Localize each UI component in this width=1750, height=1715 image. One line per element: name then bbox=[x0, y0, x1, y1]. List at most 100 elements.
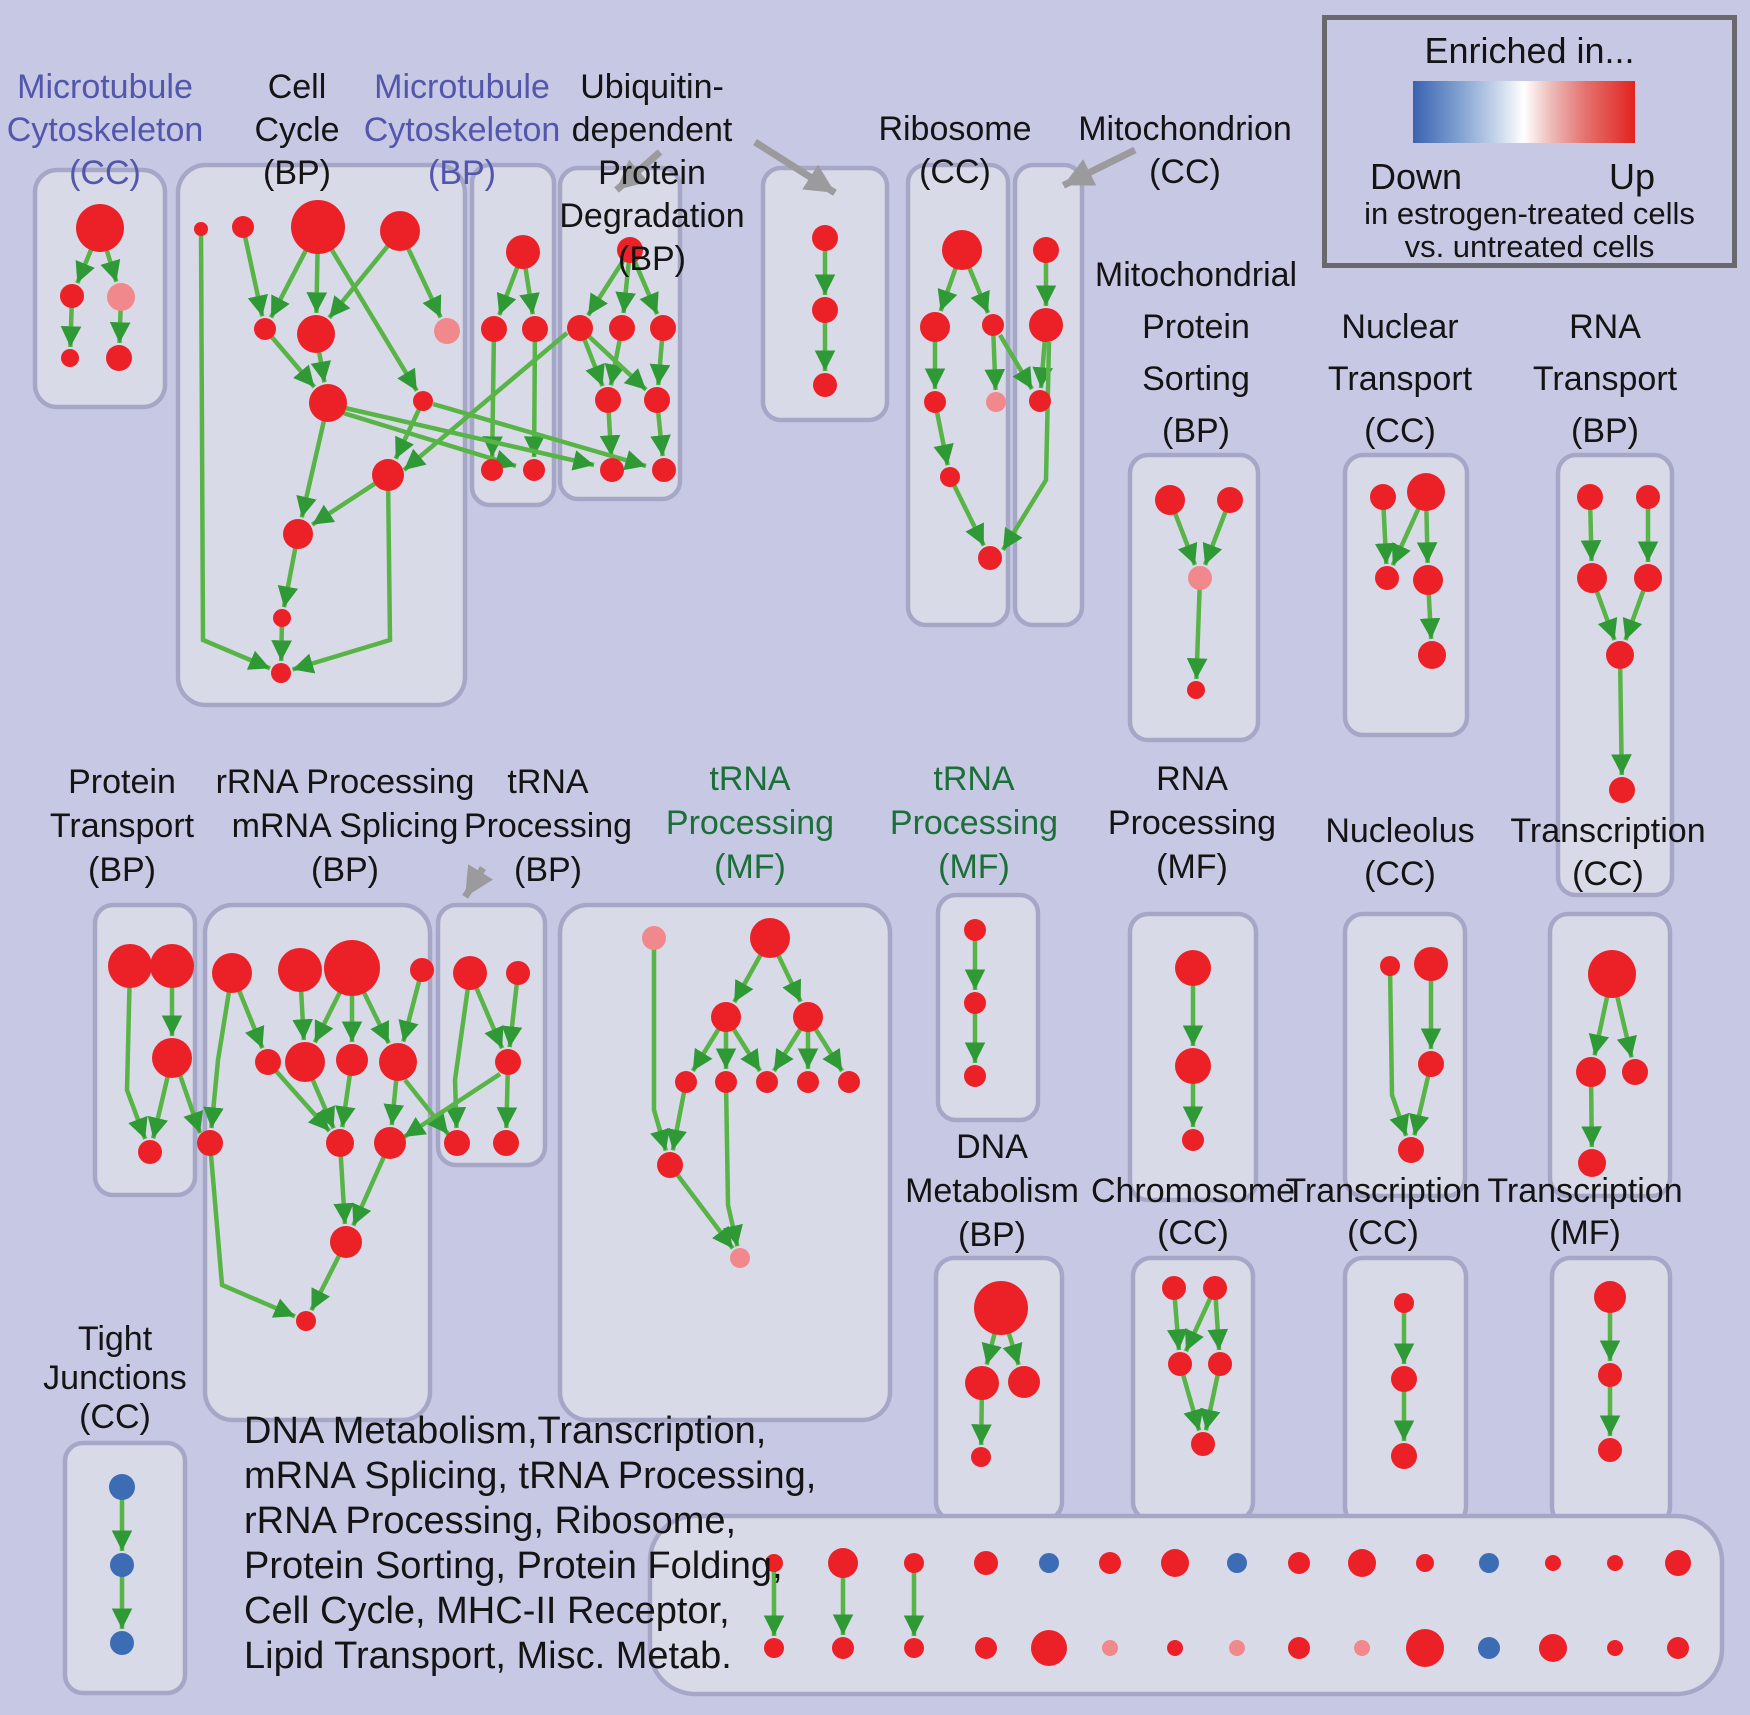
go-term-node bbox=[1208, 1352, 1232, 1376]
cross-cluster-edge-arrow bbox=[402, 1072, 502, 1139]
go-term-node bbox=[756, 1071, 778, 1093]
go-term-node bbox=[150, 944, 194, 988]
cluster-box-trna-bp bbox=[435, 902, 548, 1168]
go-term-node bbox=[453, 956, 487, 990]
edge-arrow bbox=[398, 969, 425, 1043]
go-term-node bbox=[978, 546, 1002, 570]
go-term-node bbox=[106, 345, 132, 371]
cluster-label-rrna-mrna: rRNA Processing mRNA Splicing (BP) bbox=[216, 763, 475, 889]
go-term-node bbox=[904, 1638, 924, 1658]
go-term-node bbox=[1607, 1640, 1623, 1656]
go-term-node bbox=[1634, 564, 1662, 592]
cluster-label-trna-mf-small: tRNA Processing (MF) bbox=[890, 760, 1058, 886]
edge-arrow bbox=[1387, 965, 1410, 1137]
misc-text-line: mRNA Splicing, tRNA Processing, bbox=[244, 1455, 817, 1497]
cluster-label-dna-metabolism: DNA Metabolism (BP) bbox=[905, 1128, 1079, 1254]
go-term-node bbox=[506, 235, 540, 269]
go-term-node bbox=[1418, 1051, 1444, 1077]
edge-arrow bbox=[1186, 577, 1208, 680]
go-term-node bbox=[1370, 484, 1396, 510]
labels-layer: Microtubule Cytoskeleton (CC) Cell Cycle (BP)… bbox=[7, 68, 1706, 1436]
cluster-label-mito-sorting: Mitochondrial Protein Sorting (BP) bbox=[1095, 256, 1297, 450]
cross-cluster-edge-arrow bbox=[339, 409, 517, 470]
label-pointer-arrow bbox=[614, 149, 663, 193]
cluster-label-mitochondrion: Mitochondrion (CC) bbox=[1078, 110, 1292, 191]
go-term-node bbox=[76, 204, 124, 252]
go-term-node bbox=[326, 1129, 354, 1157]
edge-arrow bbox=[316, 225, 419, 392]
legend-up-label: Up bbox=[1609, 156, 1656, 197]
go-term-node bbox=[1416, 1554, 1434, 1572]
go-term-node bbox=[309, 384, 347, 422]
cluster-label-transcription-mf: Transcription (MF) bbox=[1487, 1172, 1682, 1252]
go-term-node bbox=[657, 1152, 683, 1178]
go-term-node bbox=[940, 467, 960, 487]
go-term-node bbox=[1033, 237, 1059, 263]
go-term-node bbox=[982, 314, 1004, 336]
edge-arrow bbox=[501, 972, 523, 1048]
go-term-node bbox=[107, 283, 135, 311]
cross-cluster-edge-arrow bbox=[344, 405, 595, 471]
go-term-node bbox=[152, 1038, 192, 1078]
go-term-node bbox=[964, 992, 986, 1014]
cluster-label-ribosome: Ribosome (CC) bbox=[878, 110, 1031, 191]
uncategorized-terms-text: DNA Metabolism,Transcription, mRNA Splic… bbox=[244, 1409, 816, 1679]
go-term-node bbox=[1162, 1276, 1186, 1300]
go-term-node bbox=[330, 1226, 362, 1258]
cluster-label-transcription-cc2: Transcription (CC) bbox=[1285, 1172, 1480, 1252]
go-term-node bbox=[1217, 487, 1243, 513]
go-term-node bbox=[138, 1140, 162, 1164]
go-term-node bbox=[1175, 950, 1211, 986]
go-term-node bbox=[1578, 1149, 1606, 1177]
go-term-node bbox=[965, 1366, 999, 1400]
edge-arrow bbox=[291, 474, 393, 674]
go-term-node bbox=[283, 519, 313, 549]
cluster-box-chromosome bbox=[1130, 1255, 1256, 1523]
go-term-node bbox=[1667, 1637, 1689, 1659]
go-term-node bbox=[644, 387, 670, 413]
edge-arrow bbox=[445, 972, 473, 1129]
nodes-layer bbox=[60, 200, 1691, 1667]
edge-arrow bbox=[668, 1163, 735, 1250]
go-term-node bbox=[1636, 485, 1660, 509]
go-term-node bbox=[1539, 1634, 1567, 1662]
go-term-node bbox=[974, 1281, 1028, 1335]
cross-cluster-edge-arrow bbox=[402, 331, 569, 472]
go-term-node bbox=[964, 1065, 986, 1087]
go-term-node bbox=[278, 948, 322, 992]
go-term-node bbox=[1413, 565, 1443, 595]
cluster-label-nucleolus: Nucleolus (CC) bbox=[1325, 812, 1474, 893]
go-term-node bbox=[797, 1071, 819, 1093]
edge-arrow bbox=[124, 965, 148, 1140]
cluster-box-ribosome bbox=[905, 162, 1011, 628]
label-pointer-arrow bbox=[753, 139, 837, 196]
go-term-node bbox=[271, 663, 291, 683]
cross-cluster-edge-arrow bbox=[177, 1074, 204, 1134]
legend-down-label: Down bbox=[1370, 156, 1463, 197]
cluster-box-nucleolus bbox=[1342, 911, 1468, 1199]
go-term-node bbox=[413, 391, 433, 411]
go-term-node bbox=[1102, 1640, 1118, 1656]
edge-arrow bbox=[198, 228, 271, 671]
go-term-node bbox=[296, 1311, 316, 1331]
go-term-node bbox=[975, 1637, 997, 1659]
go-term-node bbox=[1391, 1443, 1417, 1469]
go-term-node bbox=[1594, 1281, 1626, 1313]
go-term-node bbox=[1609, 777, 1635, 803]
cluster-label-trna-bp: tRNA Processing (BP) bbox=[464, 763, 632, 889]
go-term-node bbox=[336, 1044, 368, 1076]
go-term-node bbox=[715, 1071, 737, 1093]
go-term-node bbox=[974, 1551, 998, 1575]
edge-arrow bbox=[947, 476, 986, 547]
go-term-node bbox=[374, 1127, 406, 1159]
cluster-label-cell-cycle: Cell Cycle (BP) bbox=[254, 68, 339, 192]
go-term-node bbox=[813, 373, 837, 397]
go-term-node bbox=[254, 318, 276, 340]
cluster-label-trna-mf-large: tRNA Processing (MF) bbox=[666, 760, 834, 886]
go-term-node bbox=[1161, 1549, 1189, 1577]
cluster-label-transcription-cc: Transcription (CC) bbox=[1510, 812, 1705, 893]
go-term-node bbox=[617, 237, 643, 263]
go-term-node bbox=[291, 200, 345, 254]
go-term-node bbox=[986, 392, 1006, 412]
